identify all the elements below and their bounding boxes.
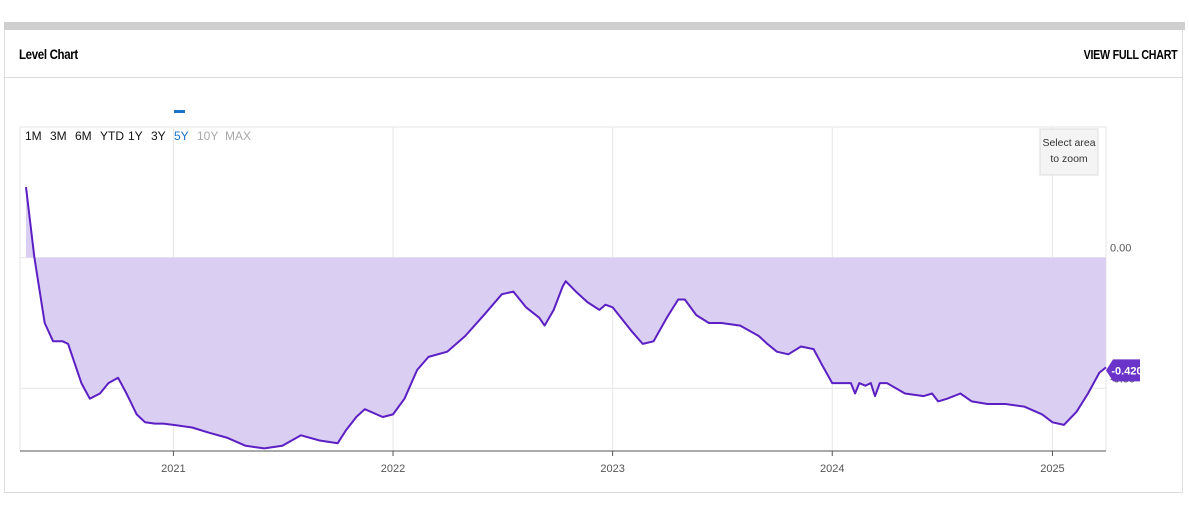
panel-title: Level Chart [19, 46, 78, 62]
range-selector: 1M 3M 6M YTD 1Y 3Y 5Y 10Y MAX [25, 110, 251, 143]
last-value-label: -0.420 [1111, 365, 1142, 377]
range-button-5y[interactable]: 5Y [174, 129, 189, 143]
panel-header: Level Chart VIEW FULL CHART [5, 30, 1182, 78]
top-accent-bar [4, 22, 1185, 30]
range-button-3y[interactable]: 3Y [151, 129, 166, 143]
zoom-hint-text: Select area [1042, 137, 1095, 149]
range-button-ytd[interactable]: YTD [100, 129, 124, 143]
zoom-hint: Select area to zoom [1039, 128, 1099, 176]
range-button-3m[interactable]: 3M [50, 129, 67, 143]
range-button-1m[interactable]: 1M [25, 129, 42, 143]
x-tick-label: 2021 [161, 463, 185, 475]
range-button-max: MAX [225, 129, 251, 143]
x-tick-label: 2025 [1040, 463, 1064, 475]
level-chart-panel: Level Chart VIEW FULL CHART [4, 30, 1183, 493]
range-button-10y: 10Y [197, 129, 218, 143]
x-tick-label: 2023 [600, 463, 624, 475]
area-fill [26, 187, 1106, 449]
x-tick-label: 2024 [820, 463, 844, 475]
active-range-indicator [174, 110, 185, 113]
zoom-hint-box [1039, 128, 1099, 176]
x-tick-label: 2022 [381, 463, 405, 475]
last-value-badge: -0.420 [1106, 359, 1143, 382]
zoom-hint-text: to zoom [1050, 153, 1088, 165]
range-button-6m[interactable]: 6M [75, 129, 92, 143]
y-tick-label: 0.00 [1110, 243, 1131, 255]
last-value-badge-shape [1106, 359, 1140, 382]
range-button-1y[interactable]: 1Y [128, 129, 143, 143]
x-axis-ticks: 2021 2022 2023 2024 2025 [161, 451, 1065, 475]
view-full-chart-link[interactable]: VIEW FULL CHART [1083, 47, 1177, 62]
series-line [25, 186, 1107, 450]
